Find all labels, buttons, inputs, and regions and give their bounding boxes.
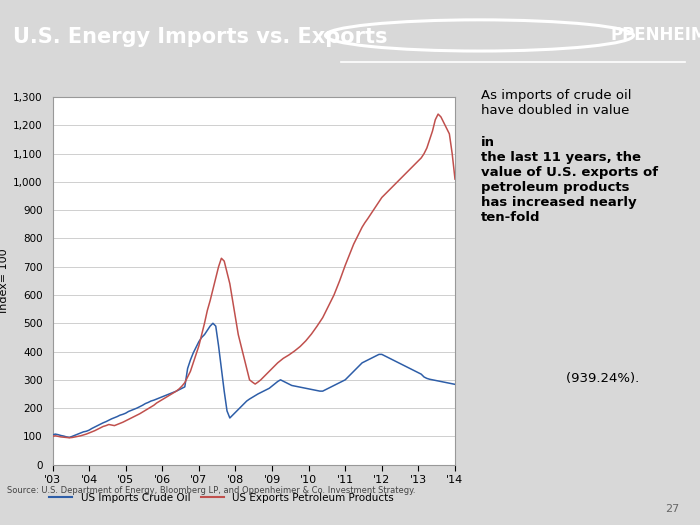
Text: 27: 27 — [665, 505, 679, 514]
Text: in
the last 11 years, the
value of U.S. exports of
petroleum products
has increa: in the last 11 years, the value of U.S. … — [482, 136, 659, 225]
Legend: US Imports Crude Oil, US Exports Petroleum Products: US Imports Crude Oil, US Exports Petrole… — [46, 489, 398, 507]
Y-axis label: Index= 100: Index= 100 — [0, 248, 9, 313]
Text: PPENHEIMER: PPENHEIMER — [610, 26, 700, 45]
Text: (939.24%).: (939.24%). — [482, 372, 640, 385]
Text: U.S. Energy Imports vs. Exports: U.S. Energy Imports vs. Exports — [13, 27, 387, 47]
Text: As imports of crude oil
have doubled in value: As imports of crude oil have doubled in … — [482, 89, 634, 117]
Text: Source: U.S. Department of Energy, Bloomberg LP, and Oppenheimer & Co. Investmen: Source: U.S. Department of Energy, Bloom… — [7, 486, 416, 495]
